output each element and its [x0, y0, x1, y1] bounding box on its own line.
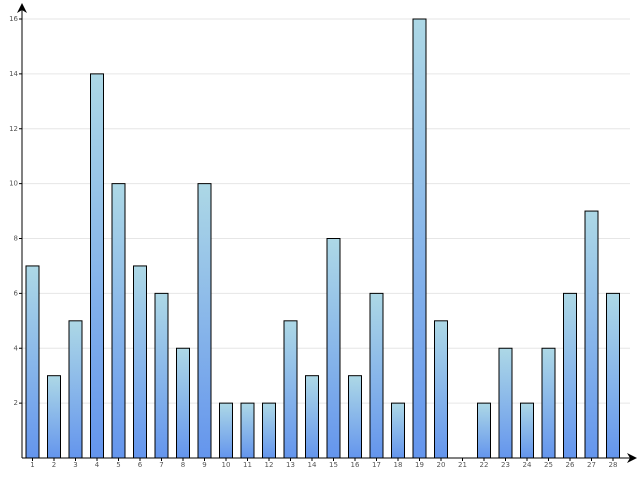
x-tick-label: 3 — [73, 461, 77, 469]
x-tick-label: 13 — [286, 461, 295, 469]
bar-14 — [305, 375, 319, 459]
x-tick-label: 2 — [52, 461, 56, 469]
x-axis-arrow-icon — [627, 453, 637, 463]
x-tick-label: 27 — [587, 461, 596, 469]
y-tick-label: 4 — [14, 344, 19, 352]
x-tick-label: 12 — [265, 461, 274, 469]
bar-23 — [498, 347, 513, 459]
x-tick-label: 24 — [523, 461, 532, 469]
y-tick-label: 16 — [9, 15, 18, 23]
bar-28 — [606, 292, 620, 459]
y-tick-label: 14 — [9, 70, 18, 78]
bar-7 — [154, 292, 169, 459]
x-tick-label: 25 — [544, 461, 553, 469]
x-tick-label: 4 — [95, 461, 100, 469]
x-tick-label: 19 — [415, 461, 424, 469]
x-tick-label: 7 — [159, 461, 163, 469]
y-tick-label: 10 — [9, 180, 18, 188]
bar-22 — [477, 402, 491, 459]
x-tick-label: 18 — [394, 461, 403, 469]
y-axis-arrow-icon — [17, 3, 27, 13]
bar-13 — [283, 320, 298, 459]
bar-15 — [326, 238, 341, 459]
bar-1 — [25, 265, 40, 459]
x-tick-label: 15 — [329, 461, 338, 469]
bar-16 — [348, 375, 362, 459]
bar-6 — [133, 265, 147, 459]
x-tick-label: 6 — [138, 461, 143, 469]
x-tick-label: 5 — [116, 461, 120, 469]
x-tick-label: 22 — [480, 461, 489, 469]
bar-26 — [563, 292, 577, 459]
bars — [25, 18, 620, 459]
bar-20 — [434, 320, 448, 459]
x-tick-label: 17 — [372, 461, 381, 469]
bar-12 — [262, 402, 276, 459]
x-tick-label: 26 — [566, 461, 575, 469]
bar-11 — [240, 402, 255, 459]
x-tick-label: 21 — [458, 461, 467, 469]
bar-4 — [90, 73, 104, 459]
bar-5 — [111, 183, 126, 459]
y-axis — [17, 3, 27, 458]
bar-25 — [541, 347, 556, 459]
bar-10 — [219, 402, 233, 459]
x-tick-label: 1 — [30, 461, 34, 469]
bar-27 — [584, 210, 599, 459]
y-tick-label: 6 — [14, 289, 19, 297]
bar-19 — [412, 18, 427, 459]
x-tick-label: 10 — [222, 461, 231, 469]
y-tick-label: 12 — [9, 125, 18, 133]
y-tick-label: 8 — [14, 235, 18, 243]
x-tick-label: 28 — [609, 461, 618, 469]
bar-24 — [520, 402, 534, 459]
x-axis-ticks: 1 2 3 4 5 6 7 8 9 10 11 12 13 14 15 16 17 18 19 20 21 22 23 24 2… — [30, 458, 617, 469]
x-tick-label: 23 — [501, 461, 510, 469]
y-axis-ticks: 2 4 6 8 10 12 14 16 — [9, 15, 22, 407]
bar-9 — [197, 183, 212, 459]
x-axis — [22, 453, 637, 463]
x-tick-label: 11 — [243, 461, 252, 469]
y-tick-label: 2 — [14, 399, 18, 407]
x-tick-label: 9 — [202, 461, 206, 469]
bar-3 — [68, 320, 83, 459]
x-tick-label: 14 — [308, 461, 317, 469]
bar-17 — [369, 292, 384, 459]
bar-18 — [391, 402, 405, 459]
bar-8 — [176, 347, 190, 459]
x-tick-label: 8 — [181, 461, 185, 469]
x-tick-label: 20 — [437, 461, 446, 469]
bar-2 — [47, 375, 61, 459]
x-tick-label: 16 — [351, 461, 360, 469]
